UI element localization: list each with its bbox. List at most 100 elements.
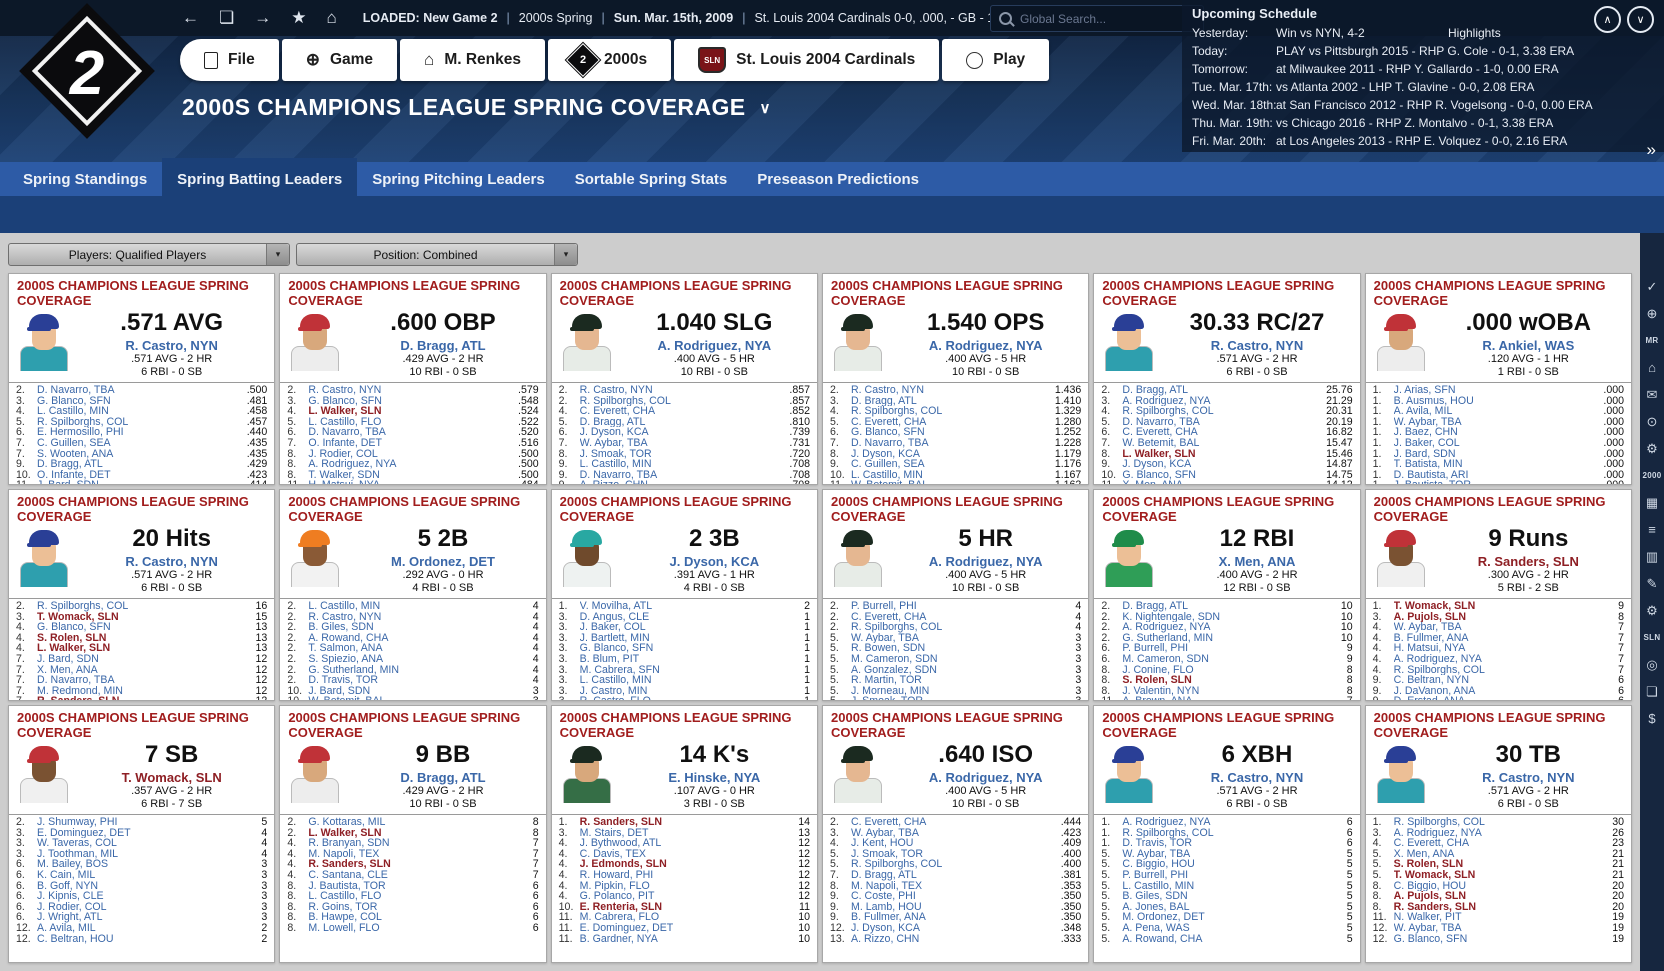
player-link[interactable]: G. Blanco, SFN bbox=[851, 427, 925, 438]
player-link[interactable]: J. Toothman, MIL bbox=[37, 848, 119, 860]
leader-name-link[interactable]: R. Sanders, SLN bbox=[1477, 554, 1579, 569]
player-link[interactable]: B. Hawpe, COL bbox=[308, 912, 382, 923]
player-link[interactable]: C. Biggio, HOU bbox=[1122, 859, 1195, 870]
leader-name-link[interactable]: A. Rodriguez, NYA bbox=[928, 554, 1043, 569]
league-logo[interactable]: 2 bbox=[16, 6, 158, 142]
menu-pill[interactable]: 2000s bbox=[548, 39, 672, 81]
player-link[interactable]: P. Burrell, PHI bbox=[1122, 643, 1189, 654]
schedule-game-link[interactable]: Win vs NYN, 4-2 bbox=[1276, 26, 1365, 40]
menu-pill[interactable]: File bbox=[180, 39, 279, 81]
player-link[interactable]: A. Gonzalez, SDN bbox=[851, 664, 937, 676]
home-icon[interactable]: ⌂ bbox=[326, 8, 337, 27]
player-link[interactable]: R. Spilborghs, COL bbox=[1393, 817, 1485, 828]
player-link[interactable]: R. Sanders, SLN bbox=[1393, 901, 1477, 913]
schedule-game-link[interactable]: vs Chicago 2016 - RHP Z. Montalvo - 0-1,… bbox=[1276, 116, 1554, 130]
player-link[interactable]: R. Spilborghs, COL bbox=[851, 859, 943, 870]
leader-name-link[interactable]: A. Rodriguez, NYA bbox=[928, 770, 1043, 785]
leader-name-link[interactable]: E. Hinske, NYA bbox=[668, 770, 761, 785]
rail-icon[interactable]: ✎ bbox=[1646, 575, 1658, 591]
player-link[interactable]: J. Smoak, TOR bbox=[851, 696, 1075, 700]
player-link[interactable]: L. Walker, SLN bbox=[308, 406, 382, 417]
player-link[interactable]: M. Cabrera, FLO bbox=[579, 912, 660, 923]
player-link[interactable]: R. Spilborghs, COL bbox=[1122, 827, 1214, 839]
player-link[interactable]: L. Walker, SLN bbox=[37, 643, 111, 654]
highlights-link[interactable]: Highlights bbox=[1448, 26, 1501, 40]
player-link[interactable]: J. Rodier, COL bbox=[37, 901, 107, 913]
player-link[interactable]: B. Gardner, NYA bbox=[579, 933, 658, 945]
player-link[interactable]: W. Taveras, COL bbox=[37, 838, 117, 849]
player-link[interactable]: J. Castro, MIN bbox=[579, 685, 648, 697]
player-link[interactable]: J. Wright, ATL bbox=[37, 912, 103, 923]
player-link[interactable]: D. Bragg, ATL bbox=[851, 869, 917, 881]
expand-right-icon[interactable]: » bbox=[1646, 140, 1656, 159]
player-link[interactable]: A. Rizzo, CHN bbox=[580, 480, 790, 484]
player-link[interactable]: B. Goff, NYN bbox=[37, 880, 99, 892]
player-link[interactable]: J. Bard, SDN bbox=[1393, 448, 1456, 460]
leader-name-link[interactable]: A. Rodriguez, NYA bbox=[928, 338, 1043, 353]
player-link[interactable]: C. Everett, CHA bbox=[851, 611, 927, 623]
player-link[interactable]: J. Smoak, TOR bbox=[851, 848, 924, 860]
player-link[interactable]: L. Castillo, MIN bbox=[308, 601, 381, 612]
player-link[interactable]: T. Womack, SLN bbox=[1393, 601, 1476, 612]
player-link[interactable]: R. Spilborghs, COL bbox=[1122, 406, 1214, 417]
player-link[interactable]: L. Castillo, MIN bbox=[1122, 880, 1195, 892]
rail-icon[interactable]: ✓ bbox=[1646, 278, 1658, 294]
player-link[interactable]: W. Aybar, TBA bbox=[851, 632, 919, 644]
player-link[interactable]: A. Rodriguez, NYA bbox=[1122, 817, 1211, 828]
player-link[interactable]: V. Movilha, ATL bbox=[579, 601, 653, 612]
player-link[interactable]: J. Kent, HOU bbox=[851, 838, 914, 849]
player-link[interactable]: E. Renteria, SLN bbox=[579, 901, 663, 913]
menu-pill[interactable]: M. Renkes bbox=[400, 39, 545, 81]
player-link[interactable]: D. Bragg, ATL bbox=[1122, 601, 1189, 612]
player-link[interactable]: C. Guillen, SEA bbox=[851, 459, 925, 470]
player-link[interactable]: C. Everett, CHA bbox=[579, 406, 656, 417]
player-link[interactable]: J. Baez, CHN bbox=[1393, 427, 1458, 438]
player-link[interactable]: X. Men, ANA bbox=[1393, 848, 1455, 860]
player-link[interactable]: S. Rolen, SLN bbox=[1122, 675, 1192, 686]
player-link[interactable]: J. DaVanon, ANA bbox=[1393, 685, 1476, 697]
player-link[interactable]: A. Rodriguez, NYA bbox=[1122, 395, 1211, 407]
player-link[interactable]: J. Bard, SDN bbox=[37, 653, 99, 665]
global-search-input[interactable]: Global Search... bbox=[990, 5, 1204, 32]
rail-icon[interactable]: SLN bbox=[1643, 633, 1661, 642]
chevron-down-icon[interactable]: ∨ bbox=[759, 99, 771, 117]
player-photo[interactable] bbox=[288, 525, 342, 587]
player-link[interactable]: D. Navarro, TBA bbox=[851, 437, 929, 449]
player-link[interactable]: C. Santana, CLE bbox=[308, 869, 388, 881]
player-link[interactable]: W. Aybar, TBA bbox=[1122, 848, 1191, 860]
player-link[interactable]: K. Cain, MIL bbox=[37, 869, 96, 881]
player-link[interactable]: T. Womack, SLN bbox=[37, 611, 119, 623]
player-link[interactable]: B. Giles, SDN bbox=[308, 622, 374, 633]
leader-name-link[interactable]: R. Castro, NYN bbox=[125, 554, 218, 569]
player-link[interactable]: J. Valentin, NYN bbox=[1122, 685, 1200, 697]
leader-name-link[interactable]: R. Castro, NYN bbox=[1482, 770, 1575, 785]
player-link[interactable]: A. Rodriguez, NYA bbox=[1393, 827, 1482, 839]
player-link[interactable]: R. Sanders, SLN bbox=[308, 859, 391, 870]
player-link[interactable]: D. Angus, CLE bbox=[579, 611, 650, 623]
player-link[interactable]: J. Dyson, KCA bbox=[579, 427, 649, 438]
player-link[interactable]: D. Bragg, ATL bbox=[579, 416, 646, 428]
bookmark-star-icon[interactable]: ★ bbox=[291, 8, 307, 27]
player-photo[interactable] bbox=[17, 525, 71, 587]
player-link[interactable]: A. Jones, BAL bbox=[1122, 901, 1190, 913]
menu-pill[interactable]: Play bbox=[942, 39, 1050, 81]
report-tab[interactable]: Spring Batting Leaders bbox=[162, 158, 358, 196]
leader-name-link[interactable]: J. Dyson, KCA bbox=[669, 554, 760, 569]
player-link[interactable]: W. Aybar, TBA bbox=[579, 437, 648, 449]
player-link[interactable]: C. Everett, CHA bbox=[1122, 427, 1198, 438]
player-link[interactable]: R. Howard, PHI bbox=[579, 869, 654, 881]
player-link[interactable]: K. Nightengale, SDN bbox=[1122, 611, 1221, 623]
player-photo[interactable] bbox=[831, 309, 885, 371]
player-photo[interactable] bbox=[560, 309, 614, 371]
player-link[interactable]: R. Bowen, SDN bbox=[851, 643, 926, 654]
player-link[interactable]: J. Baker, COL bbox=[1393, 437, 1460, 449]
player-link[interactable]: J. Bartlett, MIN bbox=[579, 632, 650, 644]
player-photo[interactable] bbox=[17, 309, 71, 371]
player-photo[interactable] bbox=[288, 309, 342, 371]
player-link[interactable]: R. Castro, NYN bbox=[579, 385, 653, 396]
player-link[interactable]: L. Walker, SLN bbox=[1122, 448, 1196, 460]
rail-icon[interactable]: ✉ bbox=[1646, 386, 1658, 402]
player-link[interactable]: R. Spilborghs, COL bbox=[37, 601, 129, 612]
player-link[interactable]: G. Blanco, SFN bbox=[37, 395, 111, 407]
player-link[interactable]: A. Rizzo, CHN bbox=[851, 933, 920, 945]
